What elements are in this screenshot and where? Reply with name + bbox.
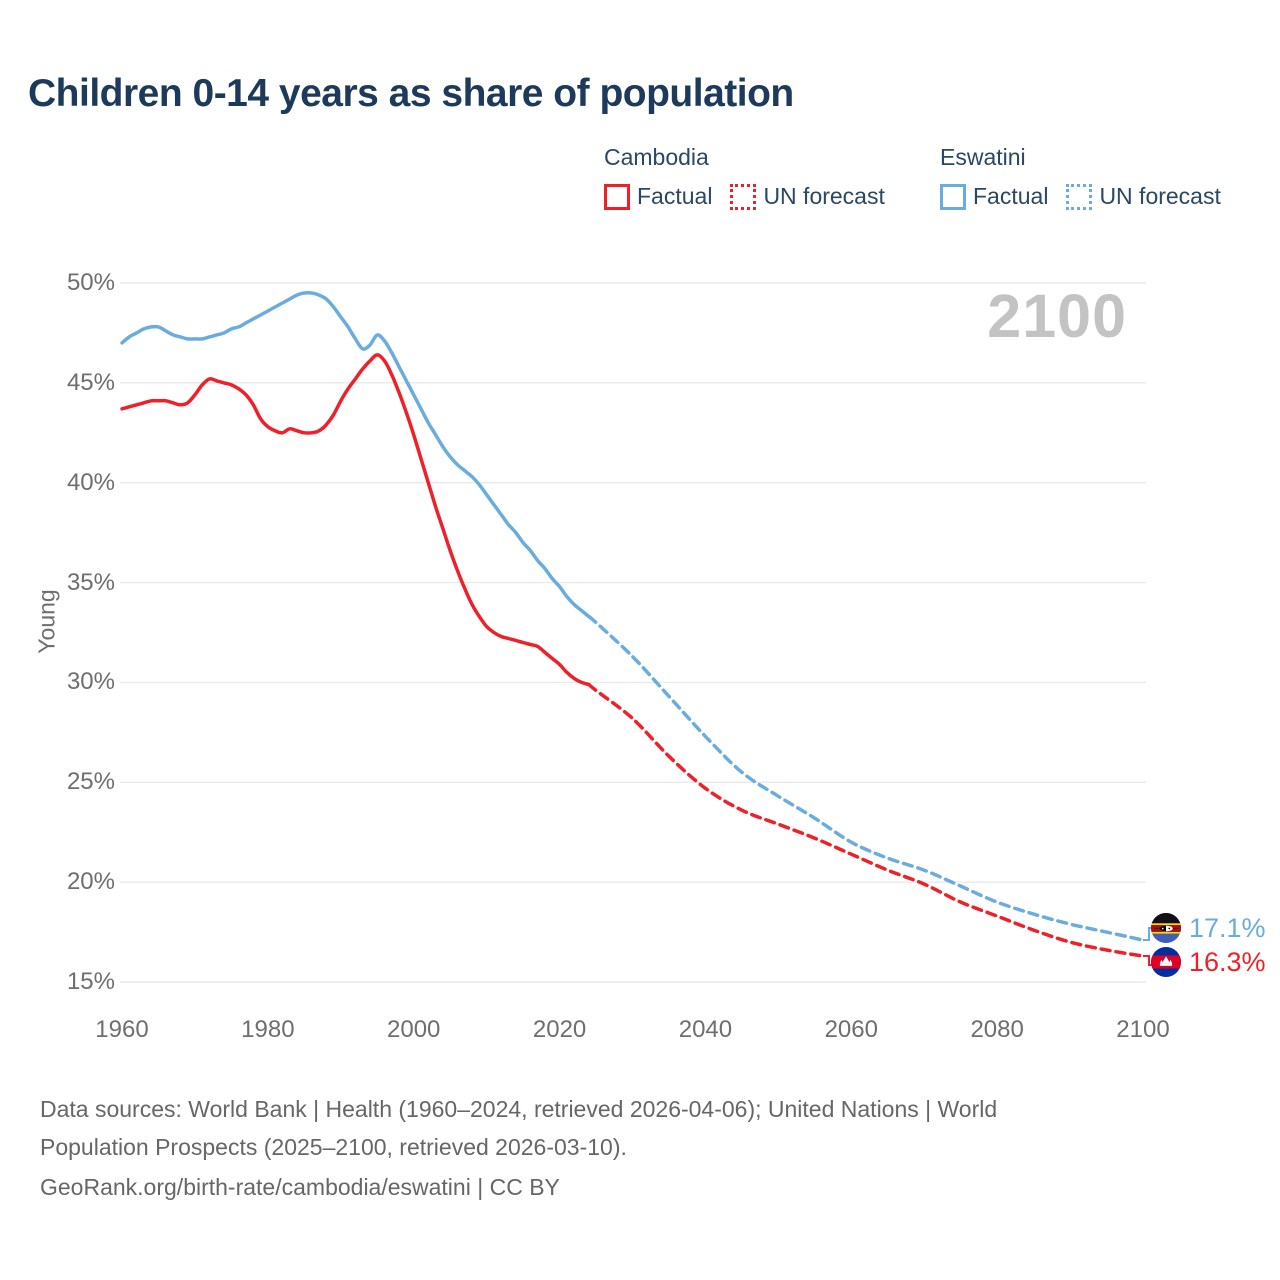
footer-sources-line1: Data sources: World Bank | Health (1960–… [40, 1096, 998, 1122]
legend-row-cambodia: Factual UN forecast [604, 183, 885, 210]
x-axis-tick: 2060 [824, 1016, 878, 1043]
end-value-eswatini: 17.1% [1189, 912, 1266, 943]
x-axis-tick: 1980 [241, 1016, 295, 1043]
legend-group-cambodia: Cambodia Factual UN forecast [604, 144, 885, 210]
connector-eswatini [1143, 927, 1152, 942]
y-axis-tick: 50% [66, 269, 115, 296]
series-eswatini-factual-line [120, 291, 591, 619]
legend-item-cambodia-factual: Factual [604, 183, 712, 210]
footer-sources-line2: Population Prospects (2025–2100, retriev… [40, 1134, 627, 1160]
y-axis-tick: 20% [66, 868, 115, 896]
dotted-line-swatch-icon [730, 183, 757, 210]
legend-item-eswatini-factual: Factual [940, 183, 1048, 210]
y-axis-tick: 25% [66, 768, 115, 796]
y-axis-tick: 45% [66, 368, 115, 396]
x-axis-tick: 1960 [95, 1016, 149, 1043]
solid-line-swatch-icon [940, 183, 966, 210]
x-axis-tick: 2020 [532, 1016, 587, 1043]
series-cambodia-un-forecast-line [586, 682, 1145, 958]
connector-cambodia [1143, 955, 1152, 967]
watermark-year: 2100 [987, 282, 1127, 350]
legend-item-label: Factual [637, 183, 713, 209]
footer-url: GeoRank.org/birth-rate/cambodia/eswatini… [40, 1174, 560, 1200]
x-axis-tick: 2080 [970, 1016, 1024, 1043]
y-axis-tick: 30% [66, 668, 115, 696]
legend-row-eswatini: Factual UN forecast [940, 183, 1221, 210]
legend-header-eswatini: Eswatini [940, 144, 1026, 170]
series-eswatini-un-forecast-line [586, 614, 1145, 942]
eswatini-flag-icon [1151, 913, 1181, 943]
x-axis-tick: 2100 [1116, 1016, 1170, 1043]
dotted-line-swatch-icon [1066, 183, 1093, 210]
y-axis-tick: 35% [66, 568, 115, 596]
legend-item-eswatini-forecast: UN forecast [1066, 183, 1221, 210]
legend-item-label: Factual [973, 183, 1049, 209]
cambodia-flag-icon [1151, 947, 1181, 977]
y-axis-tick: 15% [66, 968, 115, 995]
end-value-cambodia: 16.3% [1189, 946, 1266, 977]
legend-item-cambodia-forecast: UN forecast [730, 183, 885, 210]
page-title: Children 0-14 years as share of populati… [28, 72, 794, 115]
end-label-eswatini: 17.1% [1151, 912, 1266, 944]
legend-item-label: UN forecast [763, 183, 885, 209]
series-cambodia-factual-line [120, 353, 591, 687]
legend-header-cambodia: Cambodia [604, 144, 709, 170]
legend-item-label: UN forecast [1099, 183, 1221, 209]
legend-group-eswatini: Eswatini Factual UN forecast [940, 144, 1221, 210]
end-label-cambodia: 16.3% [1151, 946, 1266, 978]
footer-sources: Data sources: World Bank | Health (1960–… [40, 1090, 1190, 1206]
solid-line-swatch-icon [604, 183, 630, 210]
y-axis-tick: 40% [66, 468, 115, 496]
x-axis-tick: 2000 [387, 1016, 441, 1043]
x-axis-tick: 2040 [678, 1016, 733, 1043]
